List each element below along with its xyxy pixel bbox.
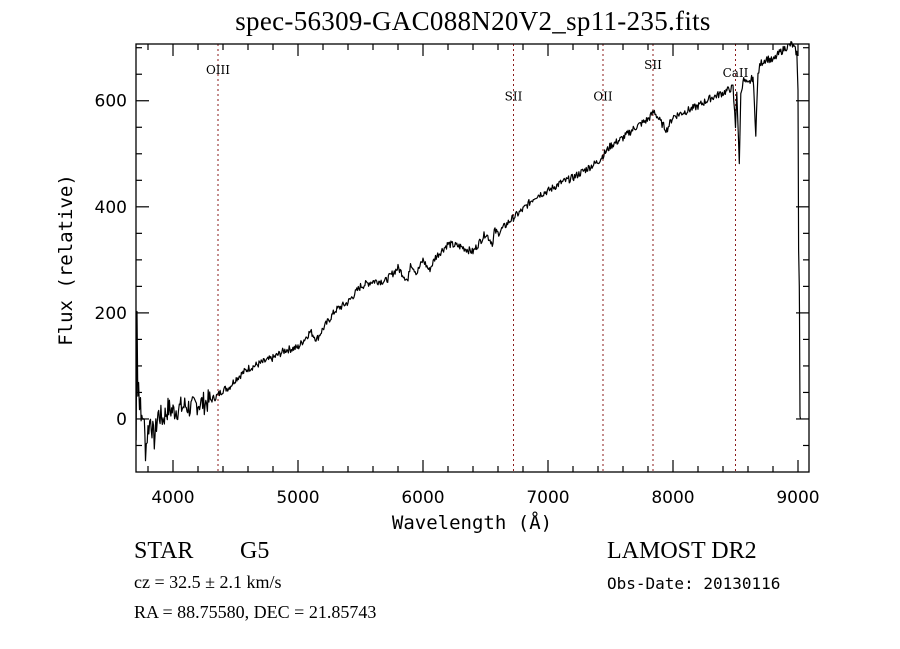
x-tick-label: 8000 [651, 488, 694, 508]
x-tick-label: 5000 [276, 488, 319, 508]
x-axis-label: Wavelength (Å) [392, 511, 552, 534]
axis-tick-labels: 4000 5000 6000 7000 8000 9000 0 200 400 600 [95, 92, 820, 508]
spectral-line-label: OIII [206, 63, 230, 77]
plot-frame [135, 43, 810, 473]
spectral-line-label: SII [505, 90, 523, 104]
redshift-value: cz = 32.5 ± 2.1 km/s [134, 572, 282, 592]
x-tick-label: 7000 [526, 488, 569, 508]
chart-title: spec-56309-GAC088N20V2_sp11-235.fits [235, 6, 711, 36]
y-tick-label: 0 [116, 410, 127, 430]
y-axis-label: Flux (relative) [55, 174, 77, 346]
spectral-line-labels: OIII SII OII SII CaII [206, 58, 749, 104]
object-class: STAR [134, 538, 194, 564]
spectral-line-label: SII [644, 58, 662, 72]
spectrum-line [135, 40, 802, 462]
y-tick-label: 600 [95, 92, 127, 112]
coordinates: RA = 88.75580, DEC = 21.85743 [134, 602, 377, 622]
spectral-line-label: CaII [723, 66, 749, 80]
observation-date: Obs-Date: 20130116 [607, 574, 781, 593]
x-tick-label: 9000 [776, 488, 819, 508]
spectrum-series [135, 40, 802, 462]
x-tick-label: 6000 [401, 488, 444, 508]
spectral-line-label: OII [593, 90, 613, 104]
x-tick-label: 4000 [151, 488, 194, 508]
survey-name: LAMOST DR2 [607, 538, 757, 564]
axis-ticks [136, 44, 809, 472]
y-tick-label: 400 [95, 198, 127, 218]
object-subclass: G5 [240, 538, 270, 564]
spectral-line-markers [217, 44, 736, 472]
y-tick-label: 200 [95, 304, 127, 324]
